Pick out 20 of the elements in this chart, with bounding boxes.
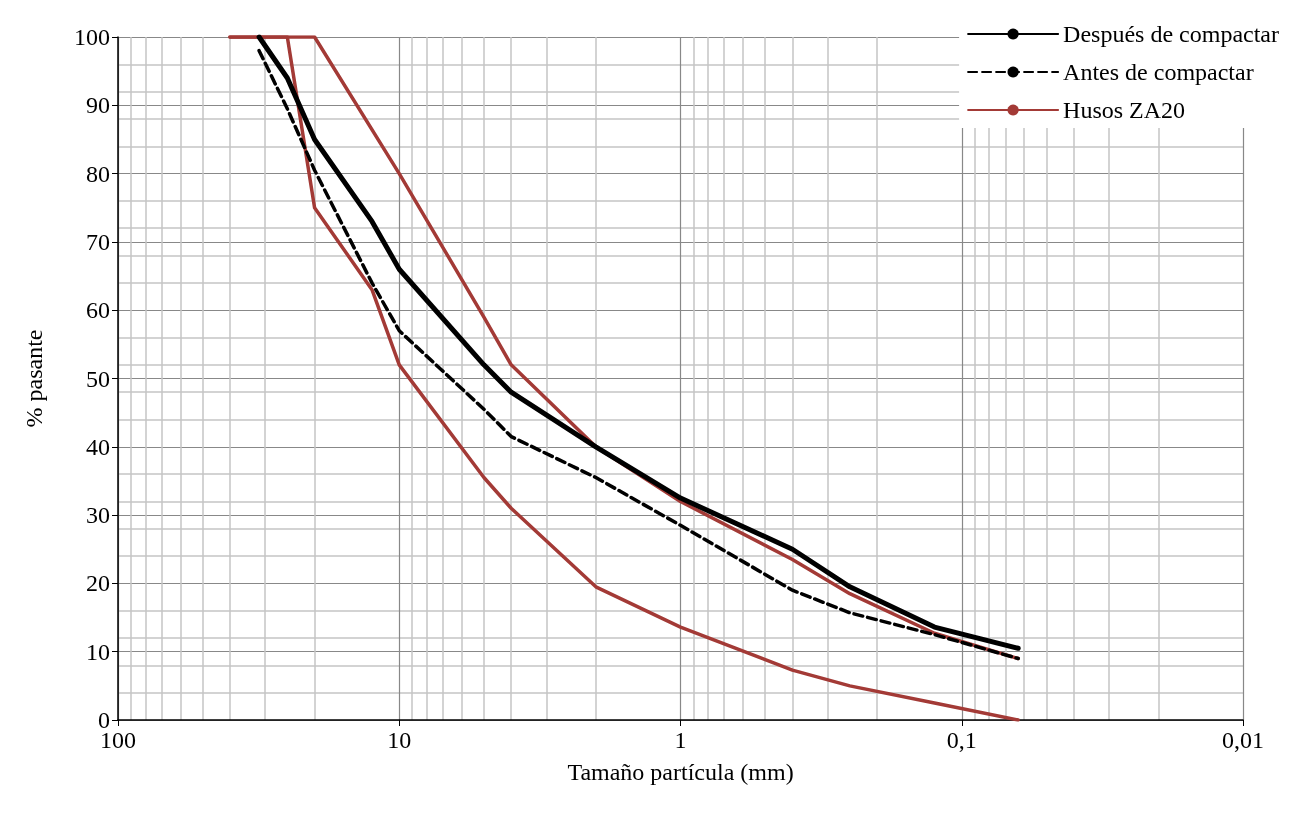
y-tick-label: 80 <box>86 160 110 187</box>
y-tick-label: 10 <box>86 638 110 665</box>
y-tick-label: 90 <box>86 92 110 119</box>
legend-label: Antes de compactar <box>1063 59 1254 85</box>
y-tick-label: 70 <box>86 228 110 255</box>
y-tick-label: 30 <box>86 502 110 529</box>
x-tick-label: 10 <box>387 727 412 753</box>
x-tick-label: 1 <box>674 727 687 753</box>
legend-label: Husos ZA20 <box>1063 97 1186 123</box>
legend-label: Después de compactar <box>1063 21 1280 47</box>
y-tick-label: 100 <box>74 24 110 50</box>
y-tick-label: 40 <box>86 433 110 460</box>
x-tick-label: 0,01 <box>1222 727 1264 753</box>
y-axis-title: % pasante <box>21 329 47 428</box>
x-tick-label: 0,1 <box>946 727 977 753</box>
y-tick-label: 60 <box>86 297 110 324</box>
x-axis-title: Tamaño partícula (mm) <box>567 759 794 785</box>
y-tick-label: 20 <box>86 570 110 597</box>
y-tick-label: 0 <box>98 707 110 733</box>
y-tick-label: 50 <box>86 365 110 392</box>
